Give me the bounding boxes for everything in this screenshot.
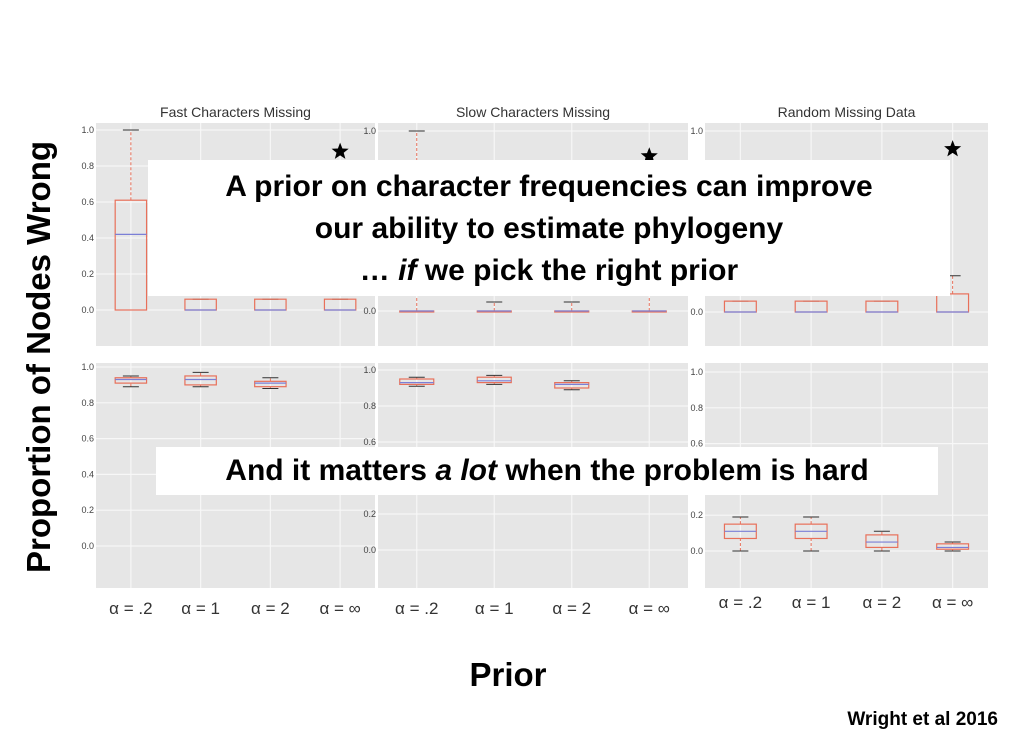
x-tick-label: α = .2 — [395, 599, 438, 618]
box-1 — [399, 376, 435, 387]
callout-bottom-em: a lot — [435, 454, 497, 487]
box-body — [254, 380, 287, 388]
y-tick-label: 0.4 — [81, 233, 94, 243]
box-3 — [554, 301, 590, 313]
box-body — [476, 376, 512, 384]
callout-bottom-pre: And it matters — [225, 454, 436, 487]
callout-top-line2: our ability to estimate phylogeny — [314, 212, 784, 245]
x-tick-label: α = ∞ — [629, 599, 670, 618]
x-tick-label: α = 2 — [552, 599, 591, 618]
y-tick-label: 1.0 — [690, 126, 703, 136]
y-tick-label: 0.2 — [690, 510, 703, 520]
y-tick-label: 0.0 — [690, 307, 703, 317]
y-tick-label: 0.2 — [363, 509, 376, 519]
y-tick-label: 0.6 — [81, 197, 94, 207]
y-tick-label: 0.8 — [81, 398, 94, 408]
y-tick-label: 1.0 — [363, 365, 376, 375]
x-axis-label: Prior — [469, 656, 547, 693]
y-tick-label: 1.0 — [690, 367, 703, 377]
box-2 — [476, 301, 512, 313]
box-body — [554, 382, 590, 389]
y-tick-label: 0.0 — [690, 546, 703, 556]
star-marker — [944, 140, 962, 157]
y-tick-label: 1.0 — [81, 125, 94, 135]
box-body — [865, 534, 899, 549]
callout-top: A prior on character frequencies can imp… — [148, 160, 950, 296]
callout-top-line1: A prior on character frequencies can imp… — [225, 170, 873, 203]
star-marker — [331, 142, 349, 159]
callout-top-line3-em: if — [398, 254, 417, 287]
box-body — [114, 377, 148, 384]
box-1 — [723, 516, 757, 552]
panel-title: Random Missing Data — [778, 104, 916, 120]
x-tick-label: α = 1 — [792, 593, 831, 612]
box-3 — [865, 300, 899, 313]
box-2 — [794, 516, 828, 552]
box-1 — [114, 129, 148, 311]
y-tick-label: 0.2 — [81, 505, 94, 515]
box-body — [114, 199, 148, 311]
box-body — [184, 375, 217, 386]
panel-title: Fast Characters Missing — [160, 104, 311, 120]
star-marker — [640, 147, 658, 164]
citation: Wright et al 2016 — [847, 709, 998, 730]
y-tick-label: 0.2 — [81, 269, 94, 279]
x-tick-label: α = ∞ — [319, 599, 360, 618]
box-4 — [323, 298, 357, 311]
x-tick-label: α = 1 — [181, 599, 220, 618]
y-tick-label: 0.0 — [81, 541, 94, 551]
box-3 — [554, 380, 590, 391]
x-tick-label: α = 1 — [475, 599, 514, 618]
y-tick-label: 1.0 — [81, 362, 94, 372]
y-tick-label: 0.6 — [690, 439, 703, 449]
box-2 — [476, 374, 512, 385]
box-2 — [794, 300, 828, 313]
y-tick-label: 0.4 — [81, 469, 94, 479]
x-tick-label: α = 2 — [251, 599, 290, 618]
x-tick-label: α = ∞ — [932, 593, 973, 612]
callout-bottom-post: when the problem is hard — [496, 454, 869, 487]
y-tick-label: 0.6 — [363, 437, 376, 447]
x-tick-label: α = .2 — [109, 599, 152, 618]
y-tick-label: 1.0 — [363, 126, 376, 136]
y-tick-label: 0.0 — [363, 306, 376, 316]
y-tick-label: 0.8 — [81, 161, 94, 171]
box-3 — [254, 298, 287, 311]
x-tick-label: α = 2 — [863, 593, 902, 612]
box-1 — [114, 375, 148, 388]
callout-top-line3-post: we pick the right prior — [416, 254, 739, 287]
y-tick-label: 0.6 — [81, 434, 94, 444]
callout-bottom: And it matters a lot when the problem is… — [156, 447, 938, 495]
y-tick-label: 0.8 — [363, 401, 376, 411]
box-3 — [865, 530, 899, 552]
box-4 — [936, 541, 970, 552]
box-body — [399, 378, 435, 386]
panel-title: Slow Characters Missing — [456, 104, 610, 120]
box-2 — [184, 298, 217, 311]
callout-top-line3: … if we pick the right prior — [148, 250, 950, 292]
box-3 — [254, 377, 287, 389]
box-1 — [723, 300, 757, 313]
x-tick-label: α = .2 — [719, 593, 762, 612]
callout-top-line3-pre: … — [359, 254, 399, 287]
box-body — [936, 543, 970, 550]
box-2 — [184, 371, 217, 388]
y-tick-label: 0.0 — [81, 305, 94, 315]
y-axis-label: Proportion of Nodes Wrong — [20, 140, 57, 574]
y-tick-label: 0.8 — [690, 403, 703, 413]
y-tick-label: 0.0 — [363, 545, 376, 555]
